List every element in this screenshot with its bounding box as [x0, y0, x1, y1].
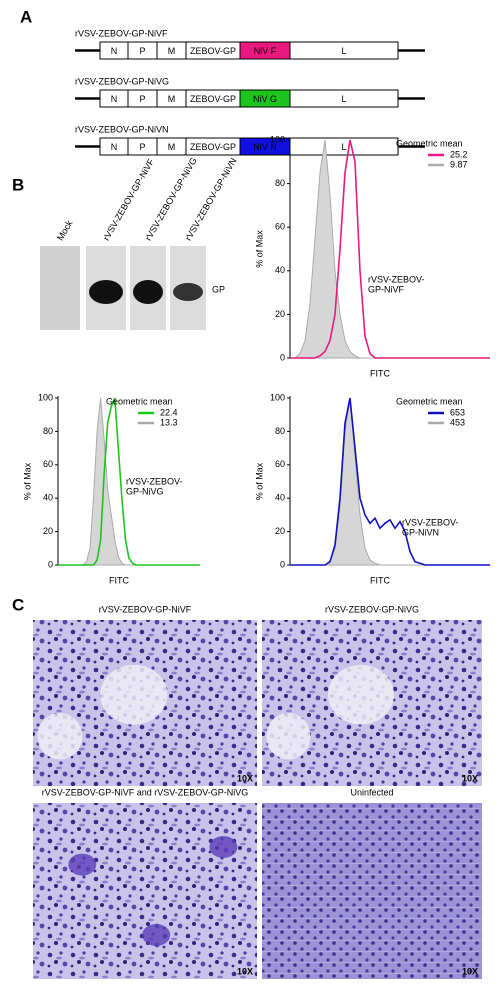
blot-band: [173, 283, 203, 301]
blot-lane: [40, 246, 80, 330]
legend-label: 25.2: [450, 149, 468, 159]
legend-label: 653: [450, 407, 465, 417]
syncytium: [142, 924, 171, 946]
blot-band: [89, 280, 123, 304]
legend-label: 13.3: [160, 417, 178, 427]
panel-label: A: [20, 7, 32, 26]
panel-label: C: [12, 595, 24, 614]
y-tick-label: 60: [275, 459, 285, 469]
gene-label: NiV N: [253, 142, 277, 152]
gene-label: ZEBOV-GP: [190, 142, 236, 152]
panel-label: B: [12, 175, 24, 194]
histogram-curve: [290, 139, 490, 359]
x-axis-label: FITC: [370, 368, 390, 378]
y-tick-label: 20: [275, 526, 285, 536]
y-tick-label: 80: [275, 426, 285, 436]
annotation: GP-NiVN: [402, 527, 439, 537]
cleared-area: [328, 664, 394, 725]
gene-box: [289, 89, 399, 108]
annotation: GP-NiVG: [126, 486, 164, 496]
x-axis-label: FITC: [370, 575, 390, 585]
blot-band: [133, 280, 163, 304]
legend-title: Geometric mean: [396, 396, 463, 406]
construct-name: rVSV-ZEBOV-GP-NiVF: [75, 28, 168, 38]
histogram-curve: [58, 397, 200, 566]
magnification: 10X: [462, 966, 478, 976]
magnification: 10X: [237, 966, 253, 976]
syncytium: [209, 836, 238, 858]
gene-label: P: [139, 142, 145, 152]
y-tick-label: 20: [43, 526, 53, 536]
y-tick-label: 0: [280, 559, 285, 569]
y-tick-label: 100: [38, 392, 53, 402]
gene-label: L: [341, 94, 346, 104]
micrograph: [262, 803, 482, 979]
y-tick-label: 60: [43, 459, 53, 469]
gene-label: M: [168, 94, 176, 104]
gene-label: NiV F: [254, 46, 277, 56]
y-tick-label: 80: [275, 178, 285, 188]
gene-label: L: [341, 142, 346, 152]
lane-label: Mock: [55, 218, 75, 242]
y-tick-label: 100: [270, 392, 285, 402]
gene-label: ZEBOV-GP: [190, 46, 236, 56]
cleared-area: [37, 712, 83, 760]
micrograph: [33, 803, 257, 979]
gene-label: N: [111, 94, 118, 104]
y-tick-label: 60: [275, 222, 285, 232]
y-tick-label: 100: [270, 134, 285, 144]
x-axis-label: FITC: [109, 575, 129, 585]
annotation: GP-NiVF: [368, 284, 405, 294]
y-axis-label: % of Max: [254, 462, 264, 500]
y-tick-label: 0: [280, 352, 285, 362]
annotation: rVSV-ZEBOV-: [368, 274, 425, 284]
y-tick-label: 40: [275, 493, 285, 503]
micrograph-caption: Uninfected: [350, 787, 393, 797]
gene-label: L: [341, 46, 346, 56]
magnification: 10X: [237, 773, 253, 783]
histogram-curve: [290, 139, 490, 359]
gene-label: M: [168, 46, 176, 56]
y-axis-label: % of Max: [254, 230, 264, 268]
gene-label: NiV G: [253, 94, 277, 104]
gene-label: N: [111, 46, 118, 56]
gene-box: [289, 41, 399, 60]
micrograph-caption: rVSV-ZEBOV-GP-NiVF: [99, 604, 192, 614]
histogram-curve: [290, 397, 490, 566]
legend-title: Geometric mean: [106, 396, 173, 406]
micrograph-caption: rVSV-ZEBOV-GP-NiVF and rVSV-ZEBOV-GP-NiV…: [42, 787, 249, 797]
gene-label: N: [111, 142, 118, 152]
legend-label: 22.4: [160, 407, 178, 417]
gene-label: ZEBOV-GP: [190, 94, 236, 104]
gene-label: M: [168, 142, 176, 152]
gene-label: P: [139, 46, 145, 56]
annotation: rVSV-ZEBOV-: [402, 517, 459, 527]
gene-label: P: [139, 94, 145, 104]
annotation: rVSV-ZEBOV-: [126, 476, 183, 486]
construct-name: rVSV-ZEBOV-GP-NiVN: [75, 124, 169, 134]
syncytium: [68, 853, 97, 876]
legend-label: 9.87: [450, 159, 468, 169]
y-tick-label: 20: [275, 309, 285, 319]
y-tick-label: 80: [43, 426, 53, 436]
cleared-area: [266, 712, 311, 760]
y-tick-label: 40: [275, 265, 285, 275]
magnification: 10X: [462, 773, 478, 783]
y-tick-label: 0: [48, 559, 53, 569]
y-axis-label: % of Max: [22, 462, 32, 500]
band-label: GP: [212, 284, 225, 294]
micrograph-caption: rVSV-ZEBOV-GP-NiVG: [325, 604, 419, 614]
legend-title: Geometric mean: [396, 138, 463, 148]
legend-label: 453: [450, 417, 465, 427]
construct-name: rVSV-ZEBOV-GP-NiVG: [75, 76, 169, 86]
cleared-area: [100, 664, 168, 725]
y-tick-label: 40: [43, 493, 53, 503]
